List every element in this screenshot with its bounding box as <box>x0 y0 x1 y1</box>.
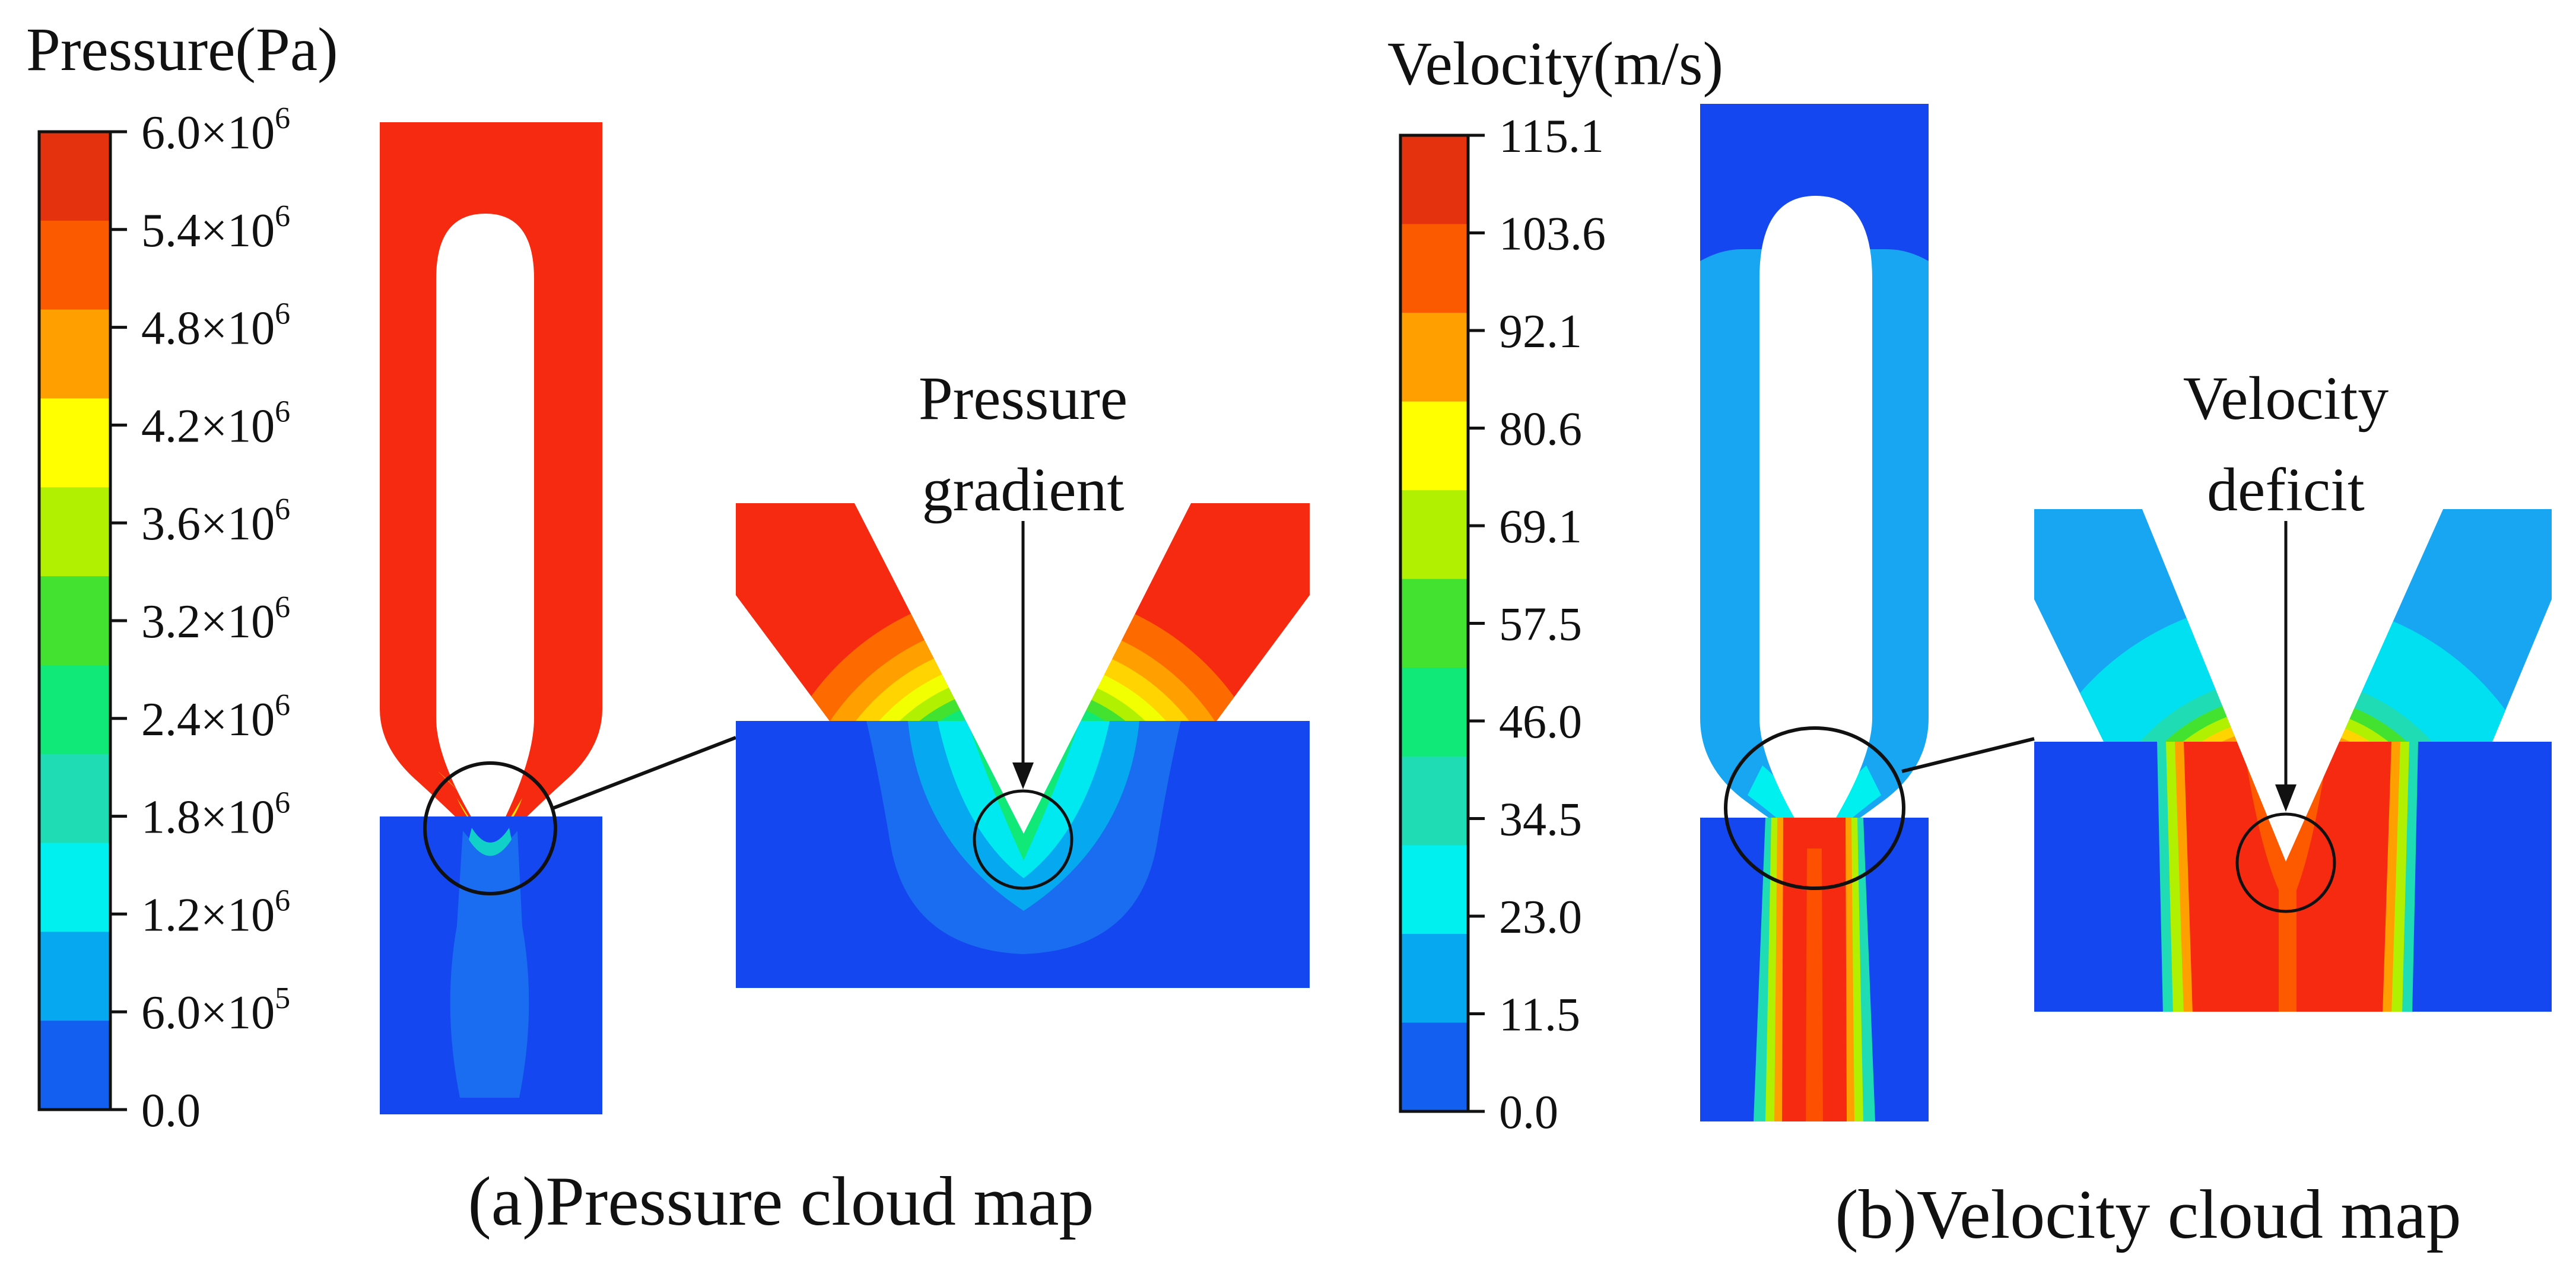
velocity-zoom-connector <box>1901 737 2035 773</box>
pressure-colorbar-tick-label: 2.4×106 <box>141 688 290 746</box>
pressure-colorbar-band <box>39 132 110 221</box>
pressure-colorbar-tick-label: 4.8×106 <box>141 297 290 355</box>
pressure-colorbar-tick-label: 1.2×106 <box>141 884 290 941</box>
pressure-colorbar: 6.0×106 5.4×106 4.8×106 4.2×106 3.6×106 3.2×1… <box>37 101 290 1137</box>
pressure-colorbar-tick-label: 3.6×106 <box>141 492 290 550</box>
velocity-colorbar-title: Velocity(m/s) <box>1387 30 1723 98</box>
velocity-needle-zoom <box>2142 509 2443 862</box>
velocity-needle-cavity <box>1759 196 1872 851</box>
velocity-colorbar-tick-label: 11.5 <box>1499 989 1580 1041</box>
pressure-colorbar-tick-label: 6.0×106 <box>141 101 290 159</box>
velocity-colorbar-band <box>1400 845 1468 935</box>
pressure-needle-cavity <box>436 214 534 847</box>
velocity-colorbar-band <box>1400 579 1468 669</box>
velocity-jet-zoom <box>2157 742 2418 1012</box>
pressure-colorbar-band <box>39 487 110 577</box>
velocity-annotation-line1: Velocity <box>2183 364 2389 433</box>
velocity-colorbar-band <box>1400 933 1468 1024</box>
pressure-annotation-line2: gradient <box>922 456 1125 524</box>
velocity-colorbar-tick-label: 0.0 <box>1499 1086 1558 1139</box>
pressure-colorbar-ticks: 6.0×106 5.4×106 4.8×106 4.2×106 3.6×106 3.2×1… <box>110 101 290 1137</box>
pressure-injector-overview <box>380 122 737 1114</box>
pressure-colorbar-bands <box>39 132 110 1110</box>
velocity-injector-overview <box>1700 104 2035 1121</box>
velocity-jet-bands <box>1754 818 1875 1121</box>
velocity-caption: (b)Velocity cloud map <box>1835 1175 2461 1253</box>
velocity-colorbar-band <box>1400 224 1468 314</box>
pressure-colorbar-band <box>39 1021 110 1110</box>
velocity-colorbar-tick-label: 103.6 <box>1499 208 1606 260</box>
pressure-colorbar-tick-label: 4.2×106 <box>141 395 290 452</box>
pressure-zoom-inset: Pressure gradient <box>736 361 1310 988</box>
pressure-colorbar-band <box>39 220 110 310</box>
velocity-colorbar: 115.1 103.6 92.1 80.6 69.1 57.5 46.0 34.5 23.0 11… <box>1399 110 1606 1139</box>
velocity-panel: Velocity(m/s) 115.1 103.6 92.1 80.6 69.1 57.5… <box>1387 30 2552 1253</box>
pressure-colorbar-band <box>39 309 110 399</box>
velocity-colorbar-bands <box>1400 135 1468 1112</box>
pressure-colorbar-band <box>39 932 110 1022</box>
velocity-colorbar-band <box>1400 401 1468 491</box>
pressure-zoom-circle <box>423 761 557 895</box>
velocity-colorbar-band <box>1400 1022 1468 1112</box>
pressure-colorbar-tick-label: 1.8×106 <box>141 786 290 844</box>
pressure-colorbar-band <box>39 576 110 666</box>
velocity-colorbar-tick-label: 92.1 <box>1499 306 1582 358</box>
velocity-colorbar-band <box>1400 668 1468 757</box>
pressure-panel: Pressure(Pa) 6.0×106 5.4×106 4.8×106 4.2×10… <box>26 15 1310 1240</box>
velocity-colorbar-band <box>1400 490 1468 580</box>
pressure-colorbar-tick-label: 5.4×106 <box>141 199 290 257</box>
pressure-colorbar-band <box>39 754 110 844</box>
pressure-colorbar-tick-label: 0.0 <box>141 1085 201 1137</box>
velocity-colorbar-band <box>1400 135 1468 225</box>
pressure-zoom-connector <box>552 736 737 810</box>
velocity-colorbar-ticks: 115.1 103.6 92.1 80.6 69.1 57.5 46.0 34.5 23.0 11… <box>1468 110 1606 1139</box>
velocity-colorbar-band <box>1400 756 1468 846</box>
pressure-colorbar-title: Pressure(Pa) <box>26 15 338 84</box>
velocity-colorbar-band <box>1400 313 1468 402</box>
pressure-annotation-line1: Pressure <box>919 364 1127 433</box>
velocity-annotation-line2: deficit <box>2207 456 2365 524</box>
velocity-colorbar-tick-label: 115.1 <box>1499 110 1604 163</box>
velocity-zoom-inset: Velocity deficit <box>2034 361 2552 1012</box>
velocity-colorbar-tick-label: 46.0 <box>1499 696 1582 748</box>
pressure-orifice-cyan <box>469 828 512 856</box>
pressure-annotation-arrowhead <box>1012 762 1034 789</box>
pressure-jet-region <box>450 831 529 1098</box>
velocity-annotation-arrowhead <box>2275 784 2297 812</box>
pressure-colorbar-band <box>39 398 110 488</box>
velocity-colorbar-tick-label: 34.5 <box>1499 794 1582 846</box>
velocity-colorbar-tick-label: 23.0 <box>1499 891 1582 943</box>
pressure-colorbar-band <box>39 843 110 933</box>
velocity-deficit-circle <box>2235 812 2336 913</box>
pressure-colorbar-tick-label: 3.2×106 <box>141 590 290 648</box>
velocity-zoom-circle <box>1724 726 1905 890</box>
velocity-colorbar-tick-label: 69.1 <box>1499 501 1582 553</box>
pressure-gradient-circle <box>973 789 1073 890</box>
pressure-caption: (a)Pressure cloud map <box>468 1162 1094 1240</box>
pressure-colorbar-tick-label: 6.0×105 <box>141 981 290 1039</box>
velocity-colorbar-tick-label: 80.6 <box>1499 403 1582 456</box>
pressure-colorbar-band <box>39 665 110 755</box>
velocity-colorbar-tick-label: 57.5 <box>1499 599 1582 651</box>
